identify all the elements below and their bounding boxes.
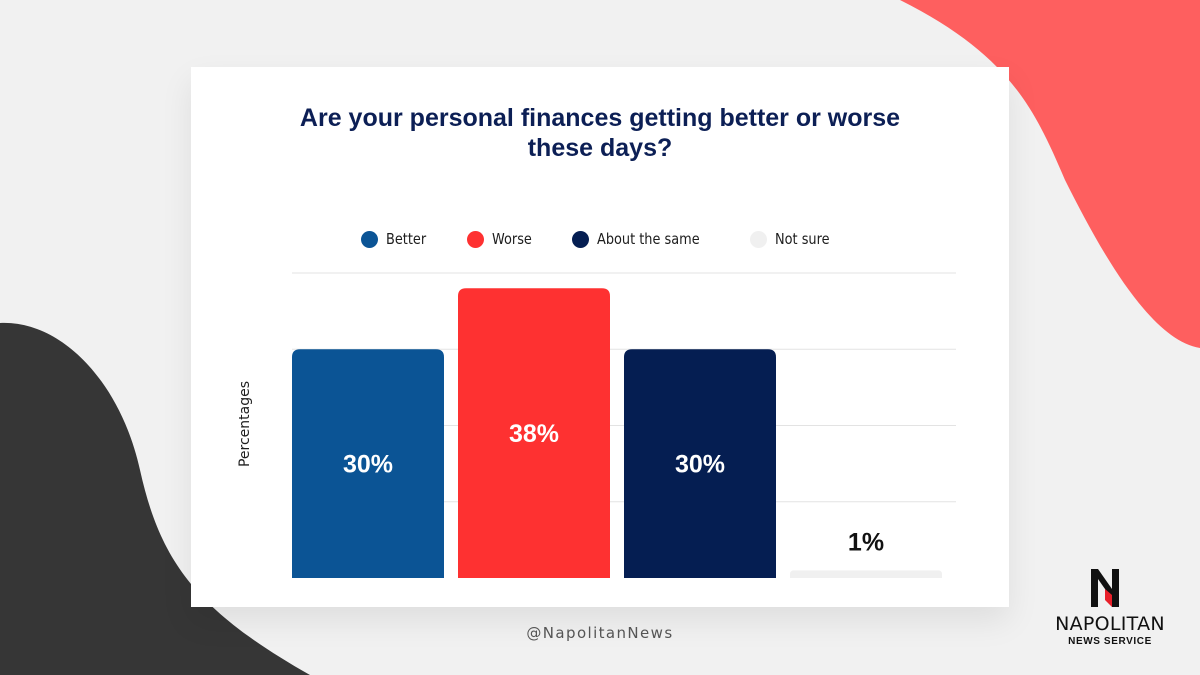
chart-card: Are your personal finances getting bette… xyxy=(191,67,1009,607)
legend-item-not-sure: Not sure xyxy=(750,230,838,248)
chart-legend: Better Worse About the same Not sure xyxy=(191,230,1009,248)
legend-marker xyxy=(750,230,768,248)
legend-marker xyxy=(466,230,484,248)
bar-not-sure xyxy=(790,570,942,578)
bar-about-the-same xyxy=(624,349,776,578)
data-label: 30% xyxy=(343,451,393,479)
y-axis-label: Percentages xyxy=(237,380,253,468)
legend-marker xyxy=(572,230,590,248)
data-label: 1% xyxy=(848,528,884,556)
bar-better xyxy=(292,349,444,578)
social-handle: @NapolitanNews xyxy=(526,624,674,642)
chart-title: Are your personal finances getting bette… xyxy=(191,103,1009,163)
red-blob-decoration xyxy=(900,0,1200,348)
legend-label: About the same xyxy=(597,230,700,248)
data-label: 38% xyxy=(509,420,559,448)
legend-item-better: Better xyxy=(361,230,433,248)
legend-label: Worse xyxy=(491,230,532,248)
napolitan-logo: NAPOLITAN NEWS SERVICE xyxy=(1040,567,1180,652)
logo-subtitle: NEWS SERVICE xyxy=(1068,636,1152,647)
data-label: 30% xyxy=(675,451,725,479)
bar-chart-plot: 30% 38% 30% 1% xyxy=(292,272,956,578)
legend-item-about-the-same: About the same xyxy=(572,230,716,248)
legend-marker xyxy=(361,230,379,248)
chart-title-line-1: Are your personal finances getting bette… xyxy=(299,104,901,132)
chart-title-line-2: these days? xyxy=(527,134,673,162)
legend-item-worse: Worse xyxy=(466,230,538,248)
napolitan-n-logo-icon xyxy=(1091,569,1119,607)
bar-worse xyxy=(458,288,610,578)
legend-label: Not sure xyxy=(775,230,831,248)
dark-blob-decoration xyxy=(0,322,310,675)
logo-name: NAPOLITAN xyxy=(1055,613,1165,635)
legend-label: Better xyxy=(386,230,427,248)
